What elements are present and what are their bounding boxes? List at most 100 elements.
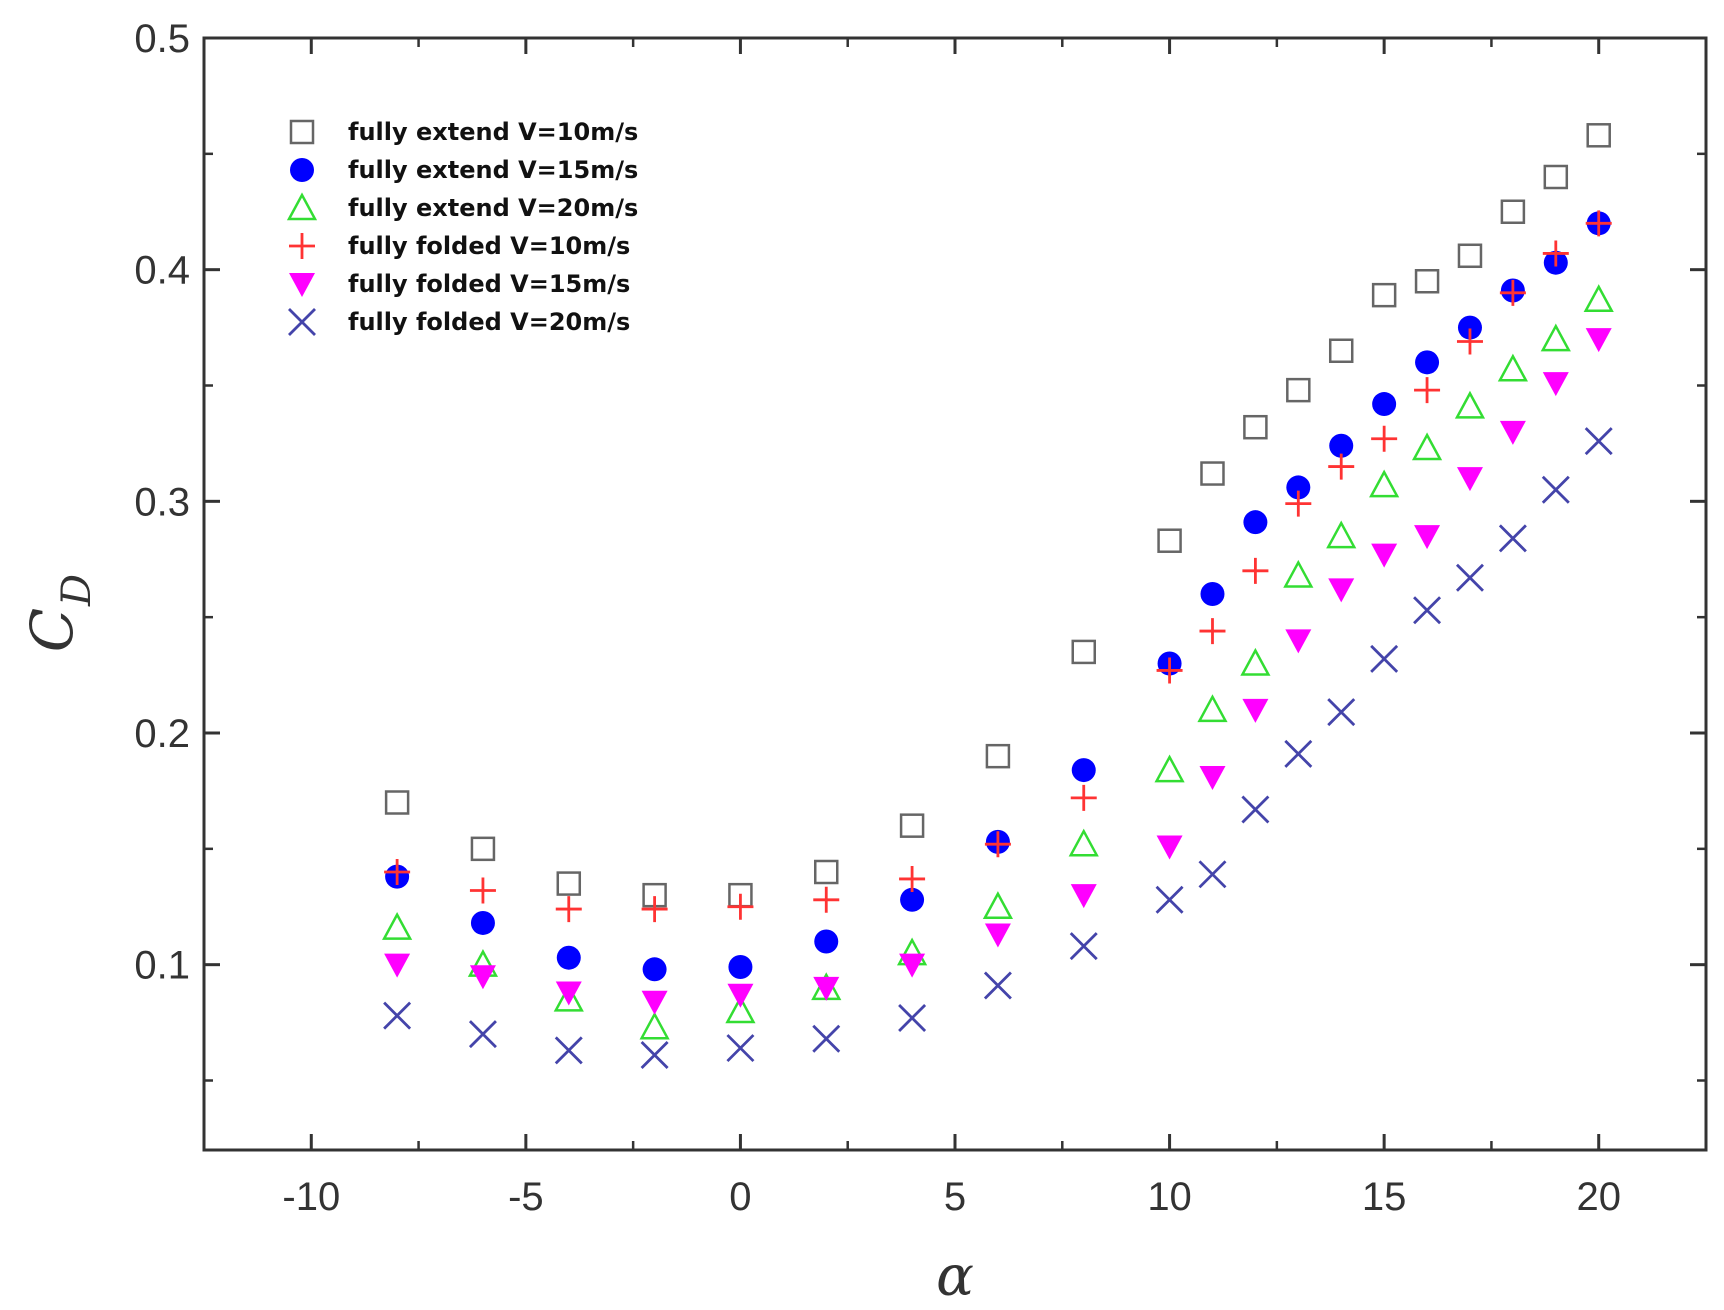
data-point (1283, 559, 1314, 588)
data-point (1542, 372, 1569, 397)
legend-label: fully extend V=10m/s (348, 118, 638, 146)
legend-item: fully extend V=10m/s (289, 118, 638, 146)
data-point (1068, 828, 1099, 857)
data-point (470, 836, 496, 862)
data-point (1071, 639, 1096, 665)
legend-label: fully extend V=20m/s (348, 194, 638, 222)
data-point (1243, 510, 1268, 535)
data-point (468, 1020, 497, 1049)
y-tick-label: 0.3 (134, 480, 190, 524)
data-point (1413, 596, 1442, 625)
data-point (1540, 323, 1571, 352)
data-point (1371, 282, 1397, 308)
data-point (1454, 390, 1486, 419)
data-point (1197, 694, 1228, 723)
data-point (1285, 490, 1312, 517)
data-point (1415, 350, 1440, 375)
data-point (1499, 420, 1526, 445)
data-point (985, 743, 1011, 769)
data-point (382, 911, 413, 940)
data-point (384, 859, 411, 885)
data-point (1584, 427, 1613, 456)
axes: -10 -5 0 5 10 15 20 0.1 0.2 0.3 0.4 0.5 (134, 17, 1706, 1219)
data-point (641, 896, 668, 923)
data-point (553, 983, 584, 1012)
series-1 (384, 123, 1611, 908)
data-point (1286, 475, 1311, 500)
legend-marker (288, 308, 316, 336)
legend-marker (289, 273, 315, 297)
legend-item: fully folded V=15m/s (289, 270, 630, 298)
data-point (812, 1024, 841, 1053)
data-point (1370, 644, 1399, 673)
data-point (1411, 432, 1443, 461)
data-point (1456, 328, 1483, 355)
data-points (382, 123, 1614, 1070)
data-point (556, 945, 581, 970)
y-tick-label: 0.2 (134, 712, 190, 756)
data-point (982, 891, 1014, 919)
data-point (1372, 392, 1397, 417)
data-point (1070, 884, 1097, 909)
data-point (1457, 315, 1482, 340)
data-point (1499, 279, 1526, 306)
data-point (641, 990, 668, 1015)
data-point (1199, 766, 1226, 791)
data-point (984, 831, 1011, 858)
data-point (983, 971, 1012, 1000)
x-tick-label: -10 (282, 1175, 340, 1219)
data-point (1414, 377, 1441, 404)
data-point (469, 965, 496, 990)
data-point (813, 886, 840, 913)
data-point (555, 981, 582, 1006)
y-tick-label: 0.5 (134, 17, 190, 61)
plot-frame (202, 36, 1708, 1152)
data-point (556, 871, 582, 896)
y-axis-title: C D (18, 574, 100, 652)
legend-marker (290, 158, 314, 182)
data-point (1243, 414, 1268, 440)
data-point (1200, 461, 1225, 486)
data-point (383, 1001, 412, 1030)
x-tick-label: 0 (729, 1175, 751, 1219)
data-point (1414, 269, 1440, 294)
data-point (1156, 835, 1183, 860)
legend-label: fully folded V=15m/s (348, 270, 630, 298)
data-point (1541, 475, 1570, 504)
data-point (899, 953, 926, 978)
data-point (1371, 543, 1398, 568)
data-point (1285, 629, 1312, 654)
data-point (1542, 240, 1569, 267)
legend-item: fully extend V=15m/s (290, 156, 638, 184)
legend-item: fully folded V=20m/s (288, 308, 630, 336)
data-point (1455, 563, 1484, 592)
legend-marker (289, 233, 315, 259)
x-tick-label: -5 (508, 1175, 544, 1219)
data-point (1500, 199, 1526, 224)
y-tick-label: 0.4 (134, 249, 190, 293)
legend-marker (289, 119, 315, 145)
data-point (555, 896, 582, 923)
data-point (1154, 754, 1185, 783)
legend-marker (286, 192, 318, 221)
data-point (1157, 528, 1182, 553)
data-point (1329, 433, 1354, 458)
y-axis-title-main: C (18, 608, 86, 652)
data-point (726, 1034, 755, 1063)
data-point (813, 976, 840, 1001)
x-tick-label: 15 (1362, 1175, 1407, 1219)
data-point (1284, 739, 1313, 768)
data-point (1585, 328, 1612, 353)
data-point (1156, 657, 1183, 684)
series-5 (384, 328, 1612, 1015)
legend-label: fully folded V=20m/s (348, 308, 630, 336)
data-point (1498, 524, 1527, 553)
x-tick-label: 10 (1147, 1175, 1192, 1219)
data-point (642, 957, 667, 982)
data-point (470, 910, 495, 935)
data-point (984, 923, 1011, 948)
data-point (899, 813, 925, 838)
data-point (900, 887, 925, 912)
data-point (1286, 377, 1311, 403)
